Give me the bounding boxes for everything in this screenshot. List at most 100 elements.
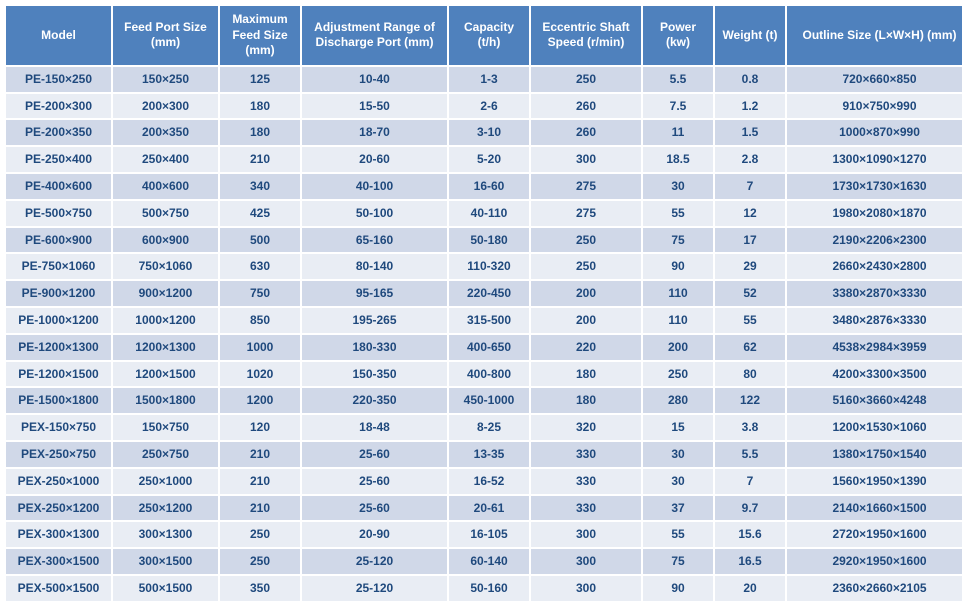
table-cell: 180 — [531, 388, 641, 413]
table-cell: PE-400×600 — [6, 174, 111, 199]
table-cell: 350 — [220, 576, 300, 601]
table-cell: 1730×1730×1630 — [787, 174, 962, 199]
table-cell: 25-120 — [302, 576, 447, 601]
table-cell: 18.5 — [643, 147, 713, 172]
table-row: PE-600×900600×90050065-16050-18025075172… — [6, 228, 962, 253]
table-cell: 12 — [715, 201, 785, 226]
table-cell: 340 — [220, 174, 300, 199]
table-cell: PEX-500×1500 — [6, 576, 111, 601]
table-cell: 40-110 — [449, 201, 529, 226]
column-header: Eccentric Shaft Speed (r/min) — [531, 6, 641, 65]
table-row: PEX-500×1500500×150035025-12050-16030090… — [6, 576, 962, 601]
table-cell: 90 — [643, 576, 713, 601]
table-cell: 180 — [531, 362, 641, 387]
table-cell: 1200 — [220, 388, 300, 413]
table-cell: PEX-250×1000 — [6, 469, 111, 494]
table-cell: PE-200×350 — [6, 120, 111, 145]
table-cell: 210 — [220, 147, 300, 172]
table-cell: 210 — [220, 442, 300, 467]
table-header: ModelFeed Port Size (mm)Maximum Feed Siz… — [6, 6, 962, 65]
table-cell: PE-1500×1800 — [6, 388, 111, 413]
table-cell: 7 — [715, 174, 785, 199]
table-cell: 80 — [715, 362, 785, 387]
table-cell: 60-140 — [449, 549, 529, 574]
table-cell: 280 — [643, 388, 713, 413]
table-row: PE-500×750500×75042550-10040-11027555121… — [6, 201, 962, 226]
column-header: Adjustment Range of Discharge Port (mm) — [302, 6, 447, 65]
table-cell: 40-100 — [302, 174, 447, 199]
table-cell: 110 — [643, 308, 713, 333]
table-cell: 25-60 — [302, 496, 447, 521]
table-cell: 300×1300 — [113, 522, 218, 547]
table-cell: 18-48 — [302, 415, 447, 440]
table-cell: 10-40 — [302, 67, 447, 92]
table-cell: PE-600×900 — [6, 228, 111, 253]
table-row: PE-200×350200×35018018-703-10260111.5100… — [6, 120, 962, 145]
table-cell: 20-60 — [302, 147, 447, 172]
table-row: PE-150×250150×25012510-401-32505.50.8720… — [6, 67, 962, 92]
table-cell: 90 — [643, 254, 713, 279]
table-cell: 2920×1950×1600 — [787, 549, 962, 574]
table-cell: 1200×1530×1060 — [787, 415, 962, 440]
table-cell: 2-6 — [449, 94, 529, 119]
table-cell: 3.8 — [715, 415, 785, 440]
table-cell: 2140×1660×1500 — [787, 496, 962, 521]
table-cell: 20-90 — [302, 522, 447, 547]
table-cell: 910×750×990 — [787, 94, 962, 119]
table-cell: 110 — [643, 281, 713, 306]
table-cell: PE-1000×1200 — [6, 308, 111, 333]
table-cell: 250 — [220, 549, 300, 574]
table-cell: 0.8 — [715, 67, 785, 92]
table-cell: 330 — [531, 496, 641, 521]
table-cell: 250 — [531, 67, 641, 92]
table-cell: 2.8 — [715, 147, 785, 172]
table-cell: 16-52 — [449, 469, 529, 494]
table-cell: 210 — [220, 496, 300, 521]
table-cell: 220-450 — [449, 281, 529, 306]
table-cell: 330 — [531, 469, 641, 494]
table-row: PE-250×400250×40021020-605-2030018.52.81… — [6, 147, 962, 172]
table-cell: 750×1060 — [113, 254, 218, 279]
table-cell: 300 — [531, 549, 641, 574]
table-cell: 37 — [643, 496, 713, 521]
table-cell: PE-250×400 — [6, 147, 111, 172]
table-cell: 275 — [531, 174, 641, 199]
table-row: PE-750×1060750×106063080-140110-32025090… — [6, 254, 962, 279]
table-cell: 5160×3660×4248 — [787, 388, 962, 413]
table-cell: 3480×2876×3330 — [787, 308, 962, 333]
table-cell: 220-350 — [302, 388, 447, 413]
table-cell: 200 — [643, 335, 713, 360]
table-cell: 300 — [531, 576, 641, 601]
table-cell: 122 — [715, 388, 785, 413]
table-cell: 1.5 — [715, 120, 785, 145]
table-cell: 150-350 — [302, 362, 447, 387]
spec-table: ModelFeed Port Size (mm)Maximum Feed Siz… — [4, 4, 962, 603]
table-cell: 20-61 — [449, 496, 529, 521]
table-cell: 65-160 — [302, 228, 447, 253]
table-cell: 15-50 — [302, 94, 447, 119]
table-row: PEX-150×750150×75012018-488-25320153.812… — [6, 415, 962, 440]
table-cell: 180-330 — [302, 335, 447, 360]
table-cell: 750 — [220, 281, 300, 306]
table-cell: PE-500×750 — [6, 201, 111, 226]
table-cell: PEX-250×750 — [6, 442, 111, 467]
table-body: PE-150×250150×25012510-401-32505.50.8720… — [6, 67, 962, 601]
table-cell: 260 — [531, 94, 641, 119]
table-cell: PE-200×300 — [6, 94, 111, 119]
table-cell: 75 — [643, 549, 713, 574]
table-cell: 250×750 — [113, 442, 218, 467]
table-cell: 250 — [531, 254, 641, 279]
table-cell: 95-165 — [302, 281, 447, 306]
table-cell: 500 — [220, 228, 300, 253]
table-cell: 500×750 — [113, 201, 218, 226]
table-cell: 300×1500 — [113, 549, 218, 574]
table-cell: 195-265 — [302, 308, 447, 333]
column-header: Feed Port Size (mm) — [113, 6, 218, 65]
table-cell: PE-900×1200 — [6, 281, 111, 306]
table-cell: 2360×2660×2105 — [787, 576, 962, 601]
table-cell: 50-160 — [449, 576, 529, 601]
table-cell: 18-70 — [302, 120, 447, 145]
table-cell: 13-35 — [449, 442, 529, 467]
table-cell: PEX-250×1200 — [6, 496, 111, 521]
table-cell: PE-750×1060 — [6, 254, 111, 279]
